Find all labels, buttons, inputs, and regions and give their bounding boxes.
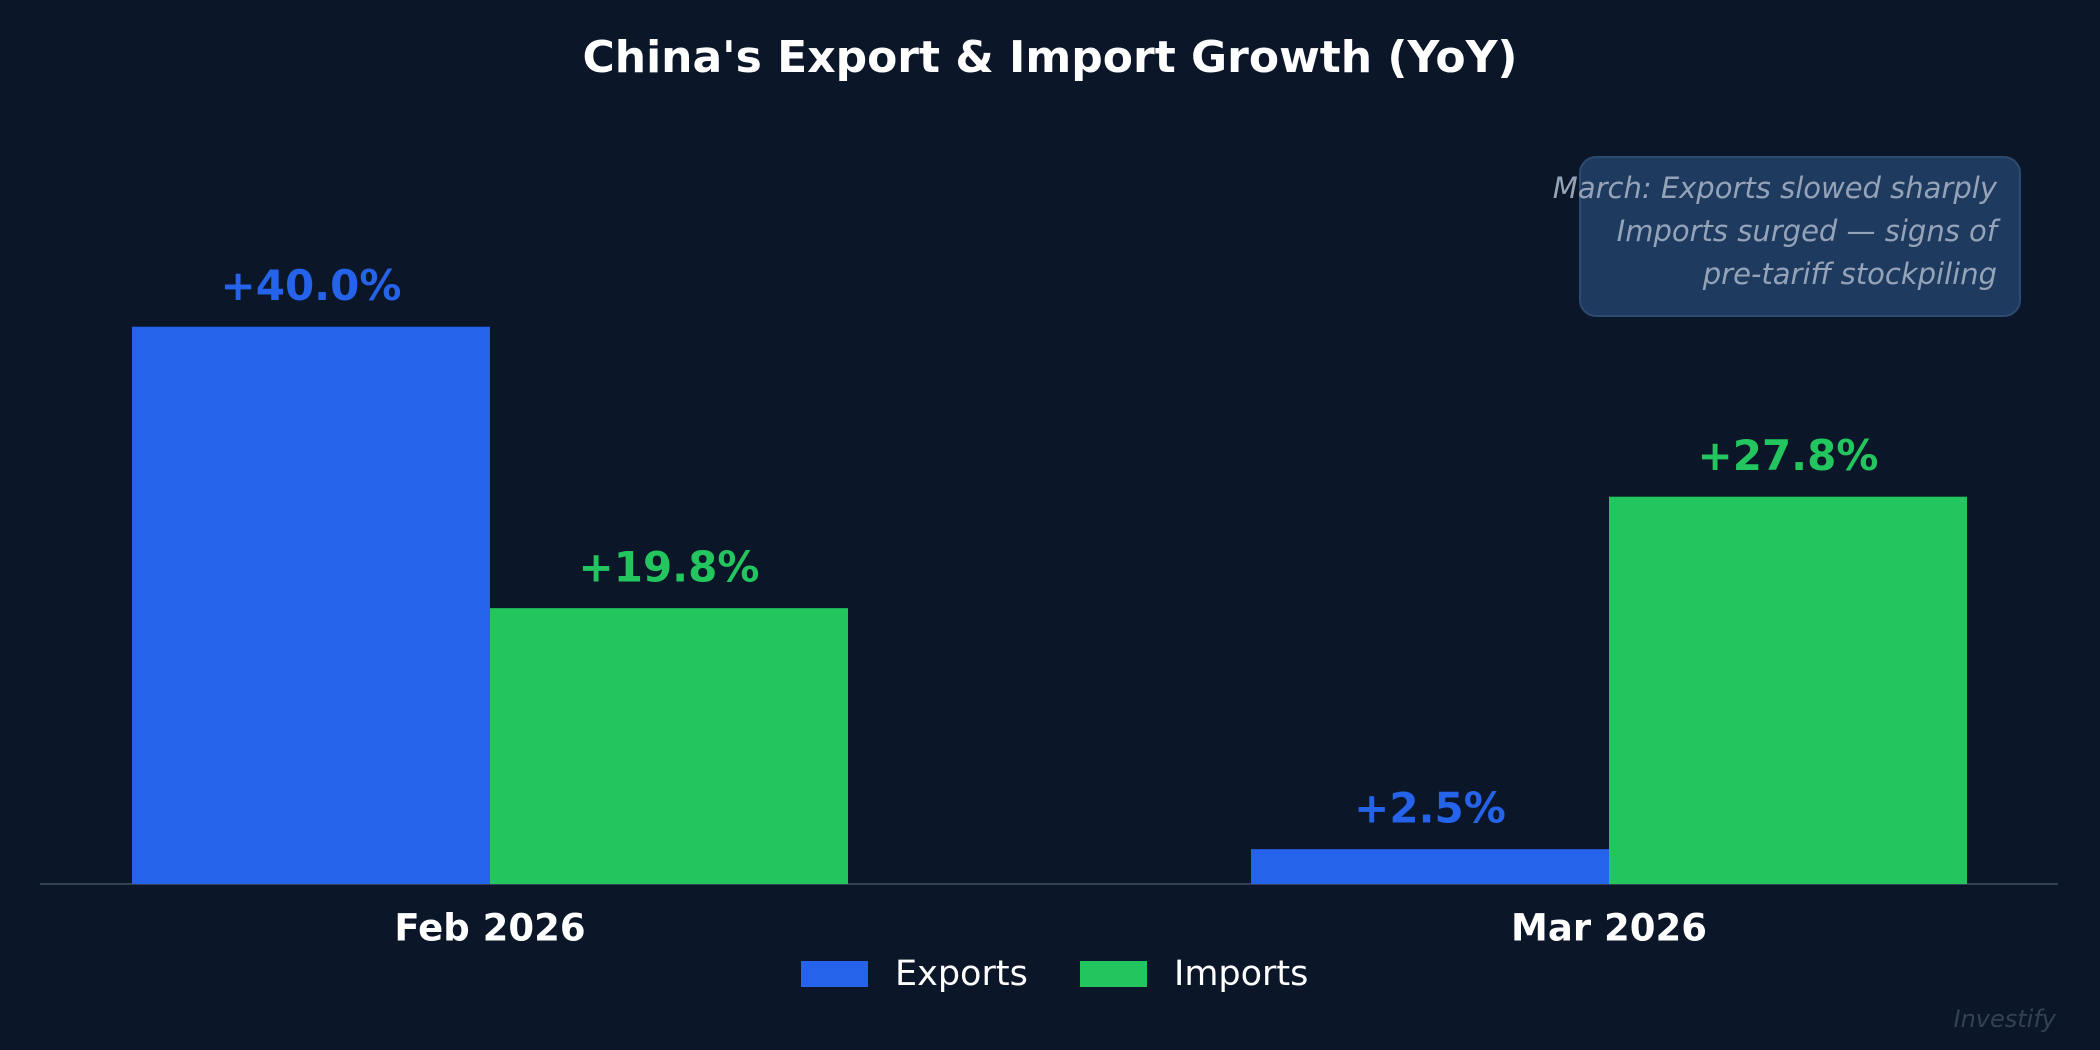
legend-label: Imports <box>1174 954 1308 994</box>
annotation-text: Imports surged — signs of <box>1617 214 2001 248</box>
annotation-box <box>1579 156 2021 317</box>
value-label: +40.0% <box>221 261 402 310</box>
bar <box>132 326 490 884</box>
x-tick-label: Mar 2026 <box>1511 907 1707 950</box>
chart-title: China's Export & Import Growth (YoY) <box>582 32 1517 83</box>
legend-swatch <box>1080 961 1147 987</box>
legend-swatch <box>801 961 868 987</box>
annotation-text: March: Exports slowed sharply <box>1553 171 1998 205</box>
bar <box>490 608 848 884</box>
annotation-text: pre-tariff stockpiling <box>1702 257 1997 291</box>
value-label: +2.5% <box>1354 784 1506 833</box>
watermark: Investify <box>1954 1005 2057 1033</box>
value-label: +19.8% <box>579 543 760 592</box>
bar <box>1251 849 1609 884</box>
value-label: +27.8% <box>1698 431 1879 480</box>
legend-label: Exports <box>895 954 1028 994</box>
bar <box>1609 496 1967 884</box>
x-tick-label: Feb 2026 <box>394 907 585 950</box>
